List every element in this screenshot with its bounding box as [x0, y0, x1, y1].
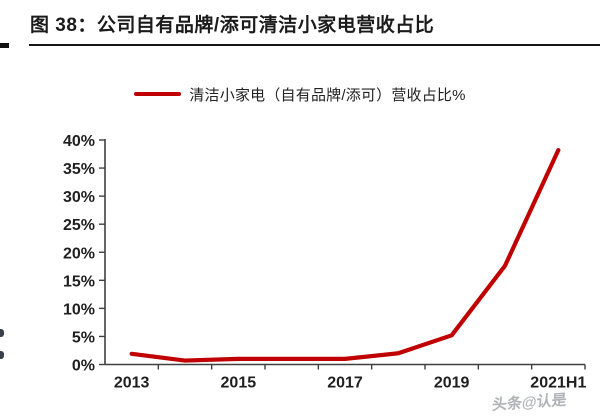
axis-tick-label: 2019	[434, 375, 470, 392]
axis-tick-label: 15%	[63, 273, 95, 290]
left-edge-artifact	[0, 351, 4, 359]
axis-tick-label: 25%	[63, 217, 95, 234]
axis-tick-label: 30%	[63, 189, 95, 206]
axis-tick-label: 40%	[63, 133, 95, 150]
axis-tick-label: 0%	[72, 358, 95, 375]
axis-tick-label: 10%	[63, 301, 95, 318]
axis-tick-label: 2013	[114, 375, 150, 392]
axis-tick-label: 35%	[63, 161, 95, 178]
figure-title: 图 38：公司自有品牌/添可清洁小家电营收占比	[30, 15, 435, 36]
legend-line-swatch	[134, 92, 182, 96]
axis-tick-label: 2017	[327, 375, 363, 392]
series-line	[129, 148, 561, 363]
chart-legend: 清洁小家电（自有品牌/添可）营收占比%	[0, 84, 600, 104]
left-edge-artifact	[0, 329, 4, 337]
axis-tick-label: 20%	[63, 245, 95, 262]
legend-series-label: 清洁小家电（自有品牌/添可）营收占比%	[189, 86, 466, 104]
axis-tick-label: 2015	[221, 375, 257, 392]
axis-tick-label: 2021H1	[530, 375, 586, 392]
title-rule-left-cap	[0, 43, 9, 48]
axis-tick-label: 5%	[72, 329, 95, 346]
title-rule	[29, 44, 600, 46]
